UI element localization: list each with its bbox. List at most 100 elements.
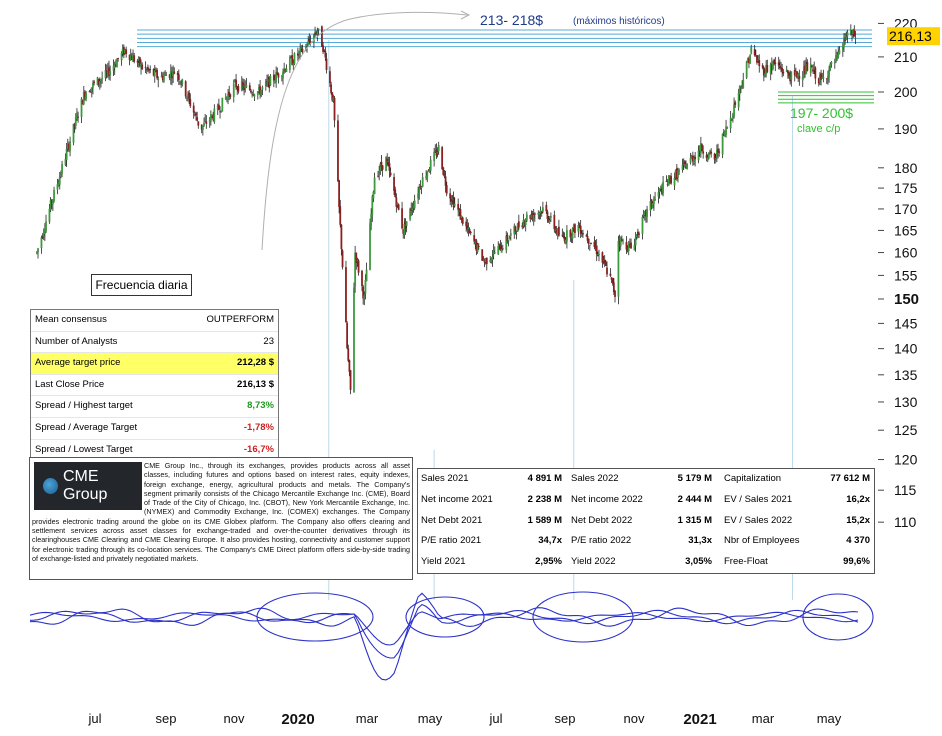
candle-body	[404, 221, 407, 229]
fundamental-value: 31,3x	[688, 535, 712, 547]
candle-body	[345, 267, 347, 323]
fundamental-label: Net Debt 2021	[421, 514, 483, 526]
candle-body	[825, 78, 828, 80]
x-tick-label: jul	[488, 711, 502, 726]
candle-body	[90, 87, 93, 92]
candle-body	[100, 79, 102, 82]
candle-body	[393, 176, 395, 192]
candle-body	[321, 26, 323, 47]
candle-body	[317, 28, 320, 30]
candle-body	[585, 235, 588, 237]
x-tick-label: sep	[156, 711, 177, 726]
candle-body	[697, 150, 700, 161]
candle-body	[466, 225, 469, 230]
candle-body	[82, 91, 85, 105]
fundamental-value: 77 612 M	[830, 473, 870, 484]
candle-body	[782, 71, 785, 74]
candle-body	[264, 81, 267, 87]
candle-body	[337, 120, 339, 182]
candle-body	[461, 217, 464, 224]
candle-body	[490, 258, 493, 263]
candle-body	[188, 92, 191, 99]
candle-body	[845, 37, 848, 39]
x-tick-label: sep	[555, 711, 576, 726]
y-tick-label: 170	[894, 201, 918, 217]
candle-body	[820, 73, 822, 80]
candle-body	[837, 51, 840, 58]
candle-body	[141, 64, 144, 69]
candle-body	[666, 183, 669, 185]
candle-body	[299, 47, 302, 53]
candle-body	[61, 164, 63, 175]
x-tick-label: mar	[356, 711, 379, 726]
candle-body	[717, 148, 719, 153]
candle-body	[582, 232, 584, 235]
candle-body	[216, 105, 219, 110]
candle-body	[481, 249, 484, 261]
candle-body	[485, 257, 488, 265]
candle-body	[753, 49, 756, 56]
candle-body	[195, 113, 197, 116]
candle-body	[89, 91, 92, 93]
candle-body	[577, 225, 580, 232]
candle-body	[836, 55, 839, 57]
candle-body	[572, 224, 575, 228]
candle-body	[280, 76, 283, 78]
candle-body	[689, 157, 692, 163]
y-tick-label: 160	[894, 245, 918, 261]
candle-body	[741, 85, 743, 87]
candle-body	[117, 58, 120, 59]
candle-body	[204, 120, 207, 122]
candle-body	[646, 208, 648, 217]
candle-body	[43, 229, 46, 235]
fundamental-label: Free-Float	[724, 556, 768, 568]
candle-body	[274, 80, 276, 83]
candle-body	[761, 65, 764, 69]
candle-body	[356, 260, 359, 262]
candle-body	[296, 53, 299, 56]
fundamental-value: 16,2x	[846, 493, 870, 505]
candle-body	[849, 29, 852, 34]
candle-body	[814, 67, 817, 79]
candle-body	[412, 206, 415, 208]
candle-body	[229, 94, 232, 97]
fundamental-value: 2,95%	[535, 556, 562, 568]
candle-body	[41, 236, 44, 238]
candle-body	[45, 221, 47, 232]
candle-body	[428, 169, 431, 173]
candle-body	[532, 214, 535, 219]
candle-body	[806, 62, 809, 71]
candle-body	[683, 161, 686, 165]
fundamental-value: 99,6%	[843, 556, 870, 568]
candle-body	[764, 73, 766, 76]
candle-body	[196, 117, 199, 121]
candle-body	[372, 191, 375, 199]
candle-body	[634, 237, 637, 246]
oscillator-line	[29, 611, 859, 646]
candle-body	[537, 212, 540, 215]
candle-body	[109, 70, 112, 76]
candle-body	[173, 71, 176, 74]
candle-body	[51, 199, 54, 205]
company-description-box: CME Group CME Group Inc., through its ex…	[29, 457, 413, 580]
candle-body	[187, 94, 189, 98]
candle-body	[773, 59, 776, 64]
candle-body	[793, 70, 796, 76]
candle-body	[811, 66, 813, 68]
candle-body	[579, 225, 582, 235]
candle-body	[566, 230, 568, 242]
support-label: 197- 200$	[790, 105, 853, 121]
consensus-value: 23	[263, 335, 274, 347]
candle-body	[477, 246, 480, 248]
fundamental-label: P/E ratio 2022	[571, 535, 632, 547]
globe-icon	[43, 478, 58, 494]
candle-body	[314, 32, 316, 35]
candle-body	[284, 69, 287, 72]
candle-body	[617, 240, 620, 297]
candle-body	[749, 55, 751, 64]
candle-body	[805, 64, 808, 75]
candlestick-series	[35, 24, 857, 395]
candle-body	[516, 223, 519, 232]
candle-body	[301, 48, 304, 52]
candle-body	[364, 279, 367, 294]
